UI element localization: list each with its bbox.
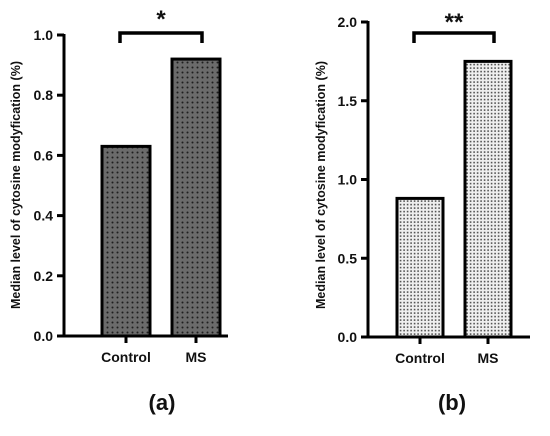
significance-line — [412, 31, 496, 43]
x-axis-ticks: Control MS — [101, 336, 207, 365]
y-tick-label: 0.2 — [34, 268, 54, 284]
axes — [366, 21, 530, 339]
y-tick-label: 0.6 — [34, 147, 54, 163]
x-axis-ticks: Control MS — [395, 337, 499, 366]
y-axis-ticks: 0.0 0.2 0.4 0.6 0.8 1.0 — [34, 27, 64, 344]
y-tick-label: 1.5 — [338, 93, 358, 109]
y-tick-label: 1.0 — [338, 172, 358, 188]
y-axis-ticks: 0.0 0.5 1.0 1.5 2.0 — [338, 14, 368, 345]
x-tick-label: Control — [101, 349, 151, 365]
chart-panel-b: Median level of cytosine modyfication (%… — [314, 9, 530, 415]
bars — [100, 57, 222, 338]
y-tick-label: 1.0 — [34, 27, 54, 43]
bar-ms — [463, 59, 513, 339]
bars — [395, 59, 513, 339]
y-axis-label: Median level of cytosine modyfication (%… — [314, 61, 328, 309]
y-tick-label: 0.0 — [338, 329, 358, 345]
y-tick-label: 2.0 — [338, 14, 358, 30]
x-tick-label: Control — [395, 350, 445, 366]
significance-marker: * — [156, 6, 166, 33]
significance-bracket: ** — [412, 9, 496, 43]
axes — [62, 34, 228, 338]
significance-bracket: * — [118, 6, 204, 43]
bar-control — [100, 144, 152, 338]
significance-marker: ** — [445, 9, 464, 36]
panel-label: (a) — [149, 390, 176, 415]
y-tick-label: 0.5 — [338, 250, 358, 266]
significance-line — [118, 31, 204, 43]
y-axis-label: Median level of cytosine modyfication (%… — [9, 61, 23, 309]
bar-control — [395, 196, 445, 339]
y-tick-label: 0.0 — [34, 328, 54, 344]
bar-ms — [170, 57, 222, 338]
y-tick-label: 0.4 — [34, 208, 54, 224]
panel-label: (b) — [438, 390, 466, 415]
x-tick-label: MS — [478, 350, 499, 366]
x-tick-label: MS — [186, 349, 207, 365]
chart-panel-a: Median level of cytosine modyfication (%… — [9, 6, 228, 415]
y-tick-label: 0.8 — [34, 87, 54, 103]
